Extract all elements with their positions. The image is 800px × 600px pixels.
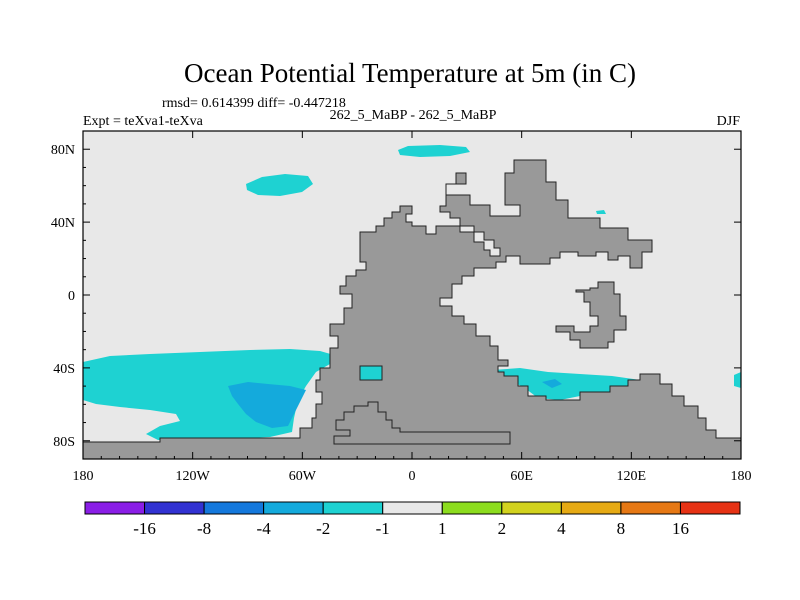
colorbar-swatch bbox=[501, 501, 562, 515]
colorbar-label: 2 bbox=[498, 519, 507, 538]
colorbar-label: 1 bbox=[438, 519, 447, 538]
anomaly-arctic-patch bbox=[398, 145, 470, 157]
stats-label: rmsd= 0.614399 diff= -0.447218 bbox=[162, 96, 346, 111]
colorbar-swatch bbox=[144, 501, 205, 515]
colorbar-label: 8 bbox=[617, 519, 626, 538]
colorbar-label: -1 bbox=[376, 519, 390, 538]
colorbar-label: -8 bbox=[197, 519, 211, 538]
x-tick-label: 180 bbox=[73, 469, 94, 484]
colorbar-label: -16 bbox=[133, 519, 156, 538]
x-tick-label: 120E bbox=[617, 469, 647, 484]
y-tick-label: 40S bbox=[53, 362, 75, 377]
colorbar-swatch bbox=[203, 501, 265, 515]
colorbar-swatch bbox=[620, 501, 681, 515]
x-tick-label: 0 bbox=[409, 469, 416, 484]
colorbar-label: -2 bbox=[316, 519, 330, 538]
land-small-block bbox=[359, 365, 383, 381]
colorbar-swatch bbox=[560, 501, 622, 515]
anomaly-small-patch bbox=[596, 210, 606, 214]
land-inner-gulf bbox=[333, 401, 511, 445]
case-label: 262_5_MaBP - 262_5_MaBP bbox=[330, 108, 497, 123]
colorbar-swatch bbox=[322, 501, 384, 515]
land-masses bbox=[83, 159, 741, 459]
anomaly-east-edge-patch bbox=[734, 372, 741, 388]
colorbar-label: 4 bbox=[557, 519, 566, 538]
y-axis: 80N 40N 0 40S 80S bbox=[51, 143, 741, 450]
colorbar-label: -4 bbox=[257, 519, 272, 538]
x-tick-label: 120W bbox=[176, 469, 211, 484]
y-tick-label: 80N bbox=[51, 143, 75, 158]
x-tick-label: 60W bbox=[289, 469, 317, 484]
experiment-label: Expt = teXva1-teXva bbox=[83, 114, 204, 129]
map-plot bbox=[82, 130, 742, 460]
x-tick-label: 60E bbox=[510, 469, 533, 484]
y-tick-label: 40N bbox=[51, 216, 75, 231]
y-tick-label: 0 bbox=[68, 289, 75, 304]
colorbar-swatch bbox=[679, 501, 741, 515]
land-east-island bbox=[555, 281, 627, 349]
anomaly-southeast-pacific-core bbox=[228, 382, 306, 428]
colorbar-swatch bbox=[84, 501, 146, 515]
chart-title: Ocean Potential Temperature at 5m (in C) bbox=[184, 58, 636, 88]
land-main-continent bbox=[83, 159, 741, 459]
anomaly-north-pacific-patch bbox=[246, 174, 313, 196]
colorbar: -16 -8 -4 -2 -1 1 2 4 8 16 bbox=[84, 501, 741, 538]
y-tick-label: 80S bbox=[53, 435, 75, 450]
colorbar-swatch bbox=[263, 501, 324, 515]
season-label: DJF bbox=[717, 114, 741, 129]
anomaly-indian-core bbox=[542, 379, 562, 388]
colorbar-swatch bbox=[441, 501, 503, 515]
colorbar-label: 16 bbox=[672, 519, 689, 538]
colorbar-swatch bbox=[382, 501, 443, 515]
x-axis: 180 120W 60W 0 60E 120E 180 bbox=[73, 131, 752, 484]
x-tick-label: 180 bbox=[731, 469, 752, 484]
